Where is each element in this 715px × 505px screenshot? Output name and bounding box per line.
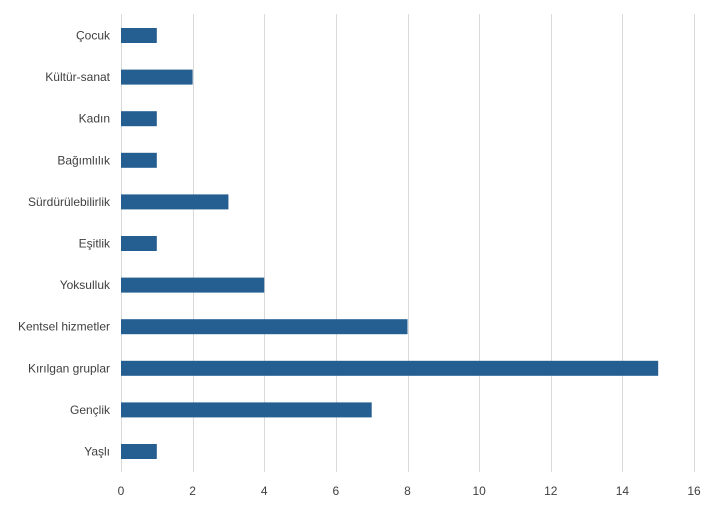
x-axis-tick-labels: 0 2 4 6 8 10 12 14 16 xyxy=(118,484,701,498)
category-label: Sürdürülebilirlik xyxy=(28,195,111,209)
bar-1 xyxy=(121,69,193,85)
category-label: Kırılgan gruplar xyxy=(28,361,110,375)
category-label: Yaşlı xyxy=(84,445,110,459)
x-tick-label: 2 xyxy=(189,484,196,498)
category-label: Çocuk xyxy=(76,29,111,43)
bars xyxy=(121,28,659,459)
x-tick-label: 0 xyxy=(118,484,125,498)
x-tick-label: 10 xyxy=(472,484,486,498)
bar-3 xyxy=(121,152,157,168)
x-tick-label: 16 xyxy=(687,484,701,498)
gridlines xyxy=(121,14,695,472)
bar-7 xyxy=(121,319,408,335)
bar-5 xyxy=(121,236,157,251)
category-label: Eşitlik xyxy=(79,237,111,251)
x-tick-label: 12 xyxy=(544,484,558,498)
bar-8 xyxy=(121,360,659,376)
bar-0 xyxy=(121,28,157,43)
category-label: Kültür-sanat xyxy=(45,70,110,84)
bar-2 xyxy=(121,111,157,127)
x-tick-label: 8 xyxy=(404,484,411,498)
category-label: Bağımlılık xyxy=(57,153,111,167)
category-label: Kentsel hizmetler xyxy=(18,320,110,334)
bar-6 xyxy=(121,277,265,293)
bar-9 xyxy=(121,402,372,418)
x-tick-label: 6 xyxy=(333,484,340,498)
bar-4 xyxy=(121,194,229,210)
category-label: Kadın xyxy=(79,112,110,126)
category-label: Gençlik xyxy=(70,403,111,417)
x-tick-label: 14 xyxy=(616,484,630,498)
bar-10 xyxy=(121,444,157,459)
x-tick-label: 4 xyxy=(261,484,268,498)
category-label: Yoksulluk xyxy=(60,278,111,292)
category-labels: Çocuk Kültür-sanat Kadın Bağımlılık Sürdürül… xyxy=(18,29,111,459)
